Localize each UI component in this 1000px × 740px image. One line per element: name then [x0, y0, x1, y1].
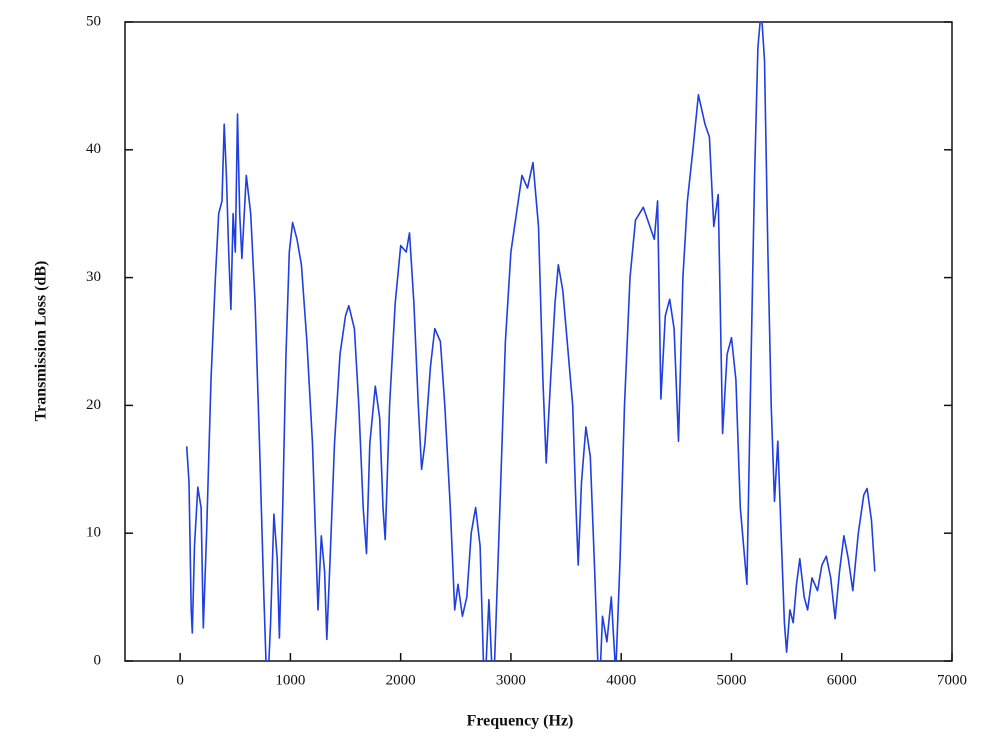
x-tick-label: 6000 — [827, 672, 857, 688]
y-tick-label: 30 — [86, 269, 101, 285]
y-axis-title: Transmission Loss (dB) — [33, 261, 50, 422]
x-tick-label: 1000 — [275, 672, 305, 688]
y-tick-label: 40 — [86, 141, 101, 157]
x-tick-label: 2000 — [386, 672, 416, 688]
y-tick-label: 10 — [86, 525, 101, 541]
x-tick-label: 3000 — [496, 672, 526, 688]
y-tick-label: 0 — [94, 652, 102, 668]
x-tick-label: 4000 — [606, 672, 636, 688]
x-tick-label: 0 — [176, 672, 184, 688]
x-axis-title: Frequency (Hz) — [467, 713, 574, 730]
x-tick-label: 5000 — [716, 672, 746, 688]
y-tick-label: 50 — [86, 13, 101, 29]
x-tick-label: 7000 — [937, 672, 967, 688]
plot-frame — [124, 21, 953, 662]
data-line — [185, 22, 876, 661]
y-tick-label: 20 — [86, 397, 101, 413]
